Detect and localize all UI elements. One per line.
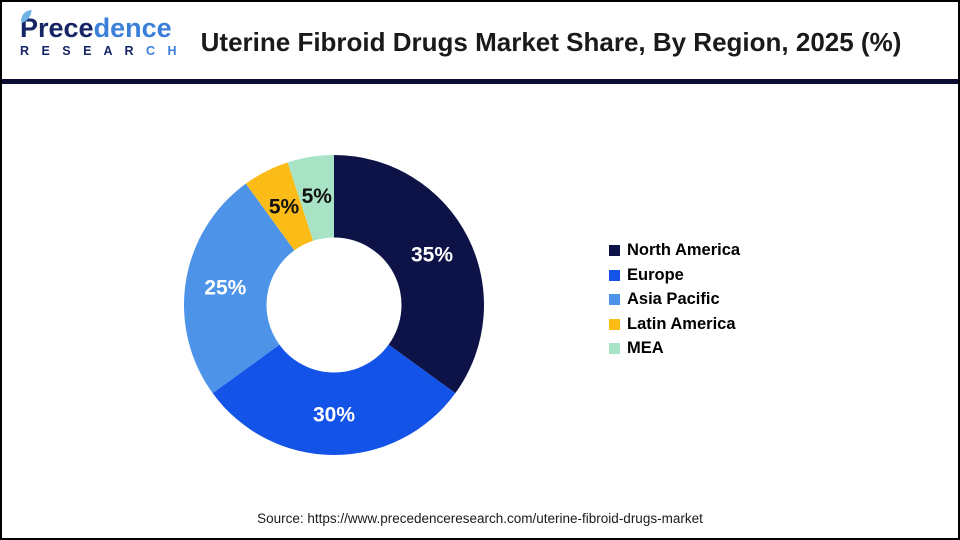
legend-item-north-america: North America xyxy=(609,241,741,259)
logo-sub-light: C H xyxy=(138,44,182,58)
legend-item-latin-america: Latin America xyxy=(609,314,740,333)
legend-label: MEA xyxy=(627,339,664,357)
donut-slice-north-america xyxy=(334,155,484,394)
donut-slice-latin-america xyxy=(245,162,314,251)
legend-item-asia-pacific: Asia Pacific xyxy=(609,290,740,308)
chart-title: Uterine Fibroid Drugs Market Share, By R… xyxy=(200,27,902,57)
legend-swatch xyxy=(609,343,620,354)
legend-swatch xyxy=(609,318,620,330)
legend-item-europe: Europe xyxy=(609,265,740,284)
header-divider xyxy=(2,79,958,84)
donut-chart: 35% 30% 25% 5% 5% xyxy=(184,155,484,455)
slice-value-label: 5% xyxy=(302,185,333,208)
header: Precedence R E S E A R C H Uterine Fibro… xyxy=(2,2,958,79)
slice-value-label: 5% xyxy=(269,195,300,218)
logo-sub-dark: R E S E A R xyxy=(20,44,139,58)
logo-brand-light: dence xyxy=(93,13,172,43)
source-text: Source: https://www.precedenceresearch.c… xyxy=(257,511,703,526)
precedence-logo: Precedence R E S E A R C H xyxy=(20,9,181,58)
legend-swatch xyxy=(609,294,620,305)
donut-slice-europe xyxy=(212,344,456,455)
leaf-icon xyxy=(21,9,32,24)
logo-brand-text: Precedence xyxy=(20,15,181,42)
donut-slice-asia-pacific xyxy=(184,183,295,394)
donut-slice-mea xyxy=(287,155,334,241)
legend-item-mea: MEA xyxy=(609,339,740,357)
legend-swatch xyxy=(609,245,620,256)
legend-label: North America xyxy=(627,241,741,259)
slice-value-label: 25% xyxy=(204,276,246,299)
legend-label: Latin America xyxy=(627,314,736,333)
slice-value-label: 30% xyxy=(313,404,355,427)
legend: North America Europe Asia Pacific Latin Ame… xyxy=(609,241,741,365)
legend-label: Europe xyxy=(627,265,684,284)
logo-brand-dark: Prece xyxy=(20,13,94,43)
slice-value-label: 35% xyxy=(411,244,453,267)
legend-label: Asia Pacific xyxy=(627,290,720,308)
logo-sub-text: R E S E A R C H xyxy=(20,45,181,58)
legend-swatch xyxy=(609,269,620,281)
